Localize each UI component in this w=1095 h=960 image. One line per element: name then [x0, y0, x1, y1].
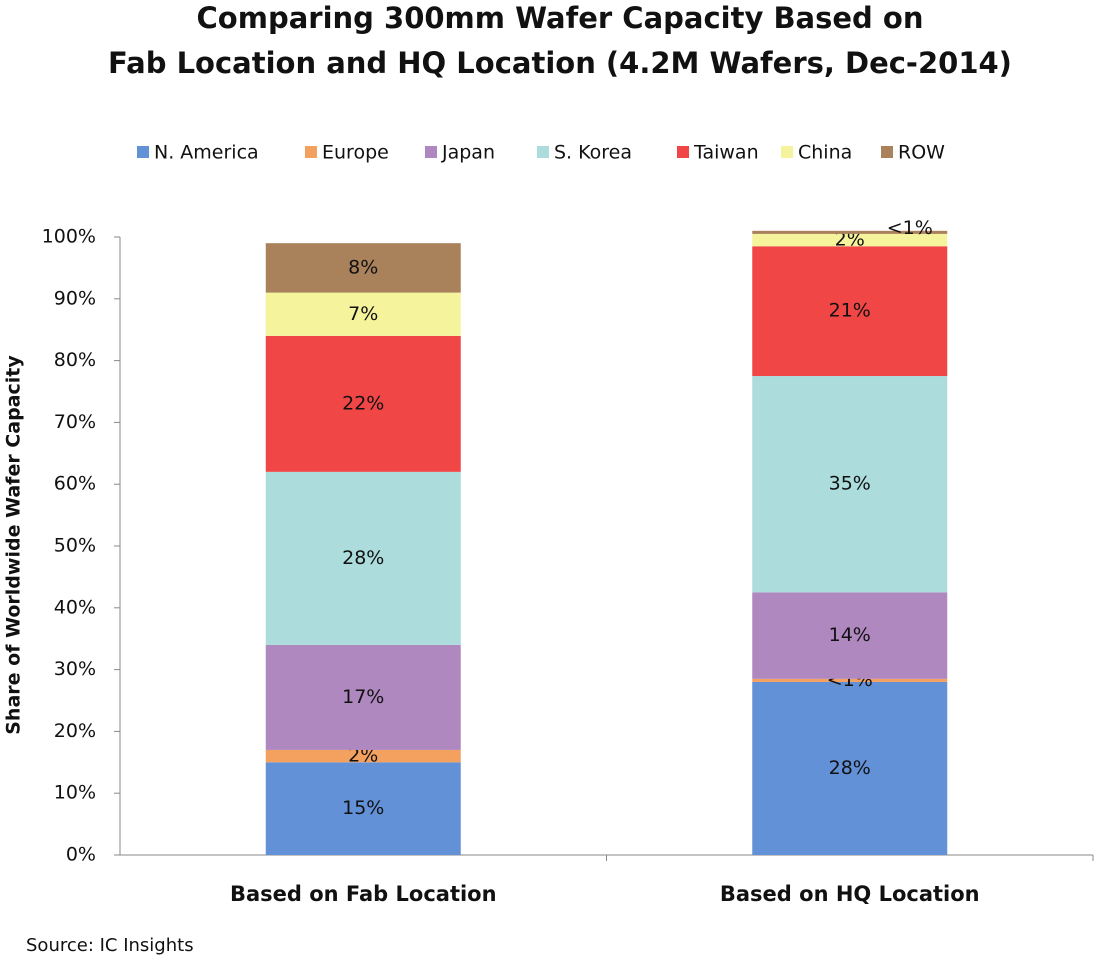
- legend-label: N. America: [154, 142, 259, 164]
- y-tick-label: 90%: [54, 287, 96, 309]
- bar-segment: [752, 233, 948, 247]
- y-tick-label: 30%: [54, 658, 96, 680]
- data-label: 17%: [342, 686, 384, 708]
- y-tick-label: 80%: [54, 349, 96, 371]
- legend-swatch: [425, 146, 437, 158]
- y-tick-label: 100%: [42, 226, 96, 248]
- bar-segment: [265, 749, 461, 763]
- bar-segment: [752, 376, 948, 593]
- data-label: 8%: [348, 256, 378, 278]
- data-label: 2%: [348, 745, 378, 767]
- data-label: 15%: [342, 797, 384, 819]
- legend-swatch: [305, 146, 317, 158]
- y-tick-label: 50%: [54, 535, 96, 557]
- legend-label: Europe: [322, 142, 389, 164]
- bar-segment: [752, 681, 948, 855]
- bar-segment: [265, 471, 461, 645]
- legend-label: S. Korea: [554, 142, 632, 164]
- x-tick-label: Based on HQ Location: [720, 882, 980, 906]
- legend-label: ROW: [898, 142, 945, 164]
- data-label: 14%: [829, 624, 871, 646]
- chart-title: Comparing 300mm Wafer Capacity Based on: [197, 1, 924, 35]
- legend-swatch: [881, 146, 893, 158]
- legend-swatch: [537, 146, 549, 158]
- bar-segment: [752, 246, 948, 377]
- data-label: 28%: [829, 757, 871, 779]
- bar-segment: [752, 678, 948, 682]
- x-tick-label: Based on Fab Location: [230, 882, 497, 906]
- data-label: 7%: [348, 303, 378, 325]
- legend-label: Japan: [441, 142, 495, 164]
- data-label: 22%: [342, 392, 384, 414]
- bar-segment: [265, 644, 461, 750]
- y-tick-label: 60%: [54, 473, 96, 495]
- y-tick-label: 40%: [54, 596, 96, 618]
- source: Source: IC Insights: [26, 935, 194, 956]
- bar-segment: [265, 762, 461, 855]
- legend-label: China: [798, 142, 852, 164]
- y-axis-label: Share of Worldwide Wafer Capacity: [3, 355, 25, 735]
- legend-label: Taiwan: [693, 142, 759, 164]
- legend-swatch: [677, 146, 689, 158]
- y-tick-label: 20%: [54, 720, 96, 742]
- bar-segment: [752, 230, 948, 234]
- legend-swatch: [781, 146, 793, 158]
- data-label: 21%: [829, 300, 871, 322]
- y-tick-label: 0%: [66, 844, 96, 866]
- bar-segment: [265, 243, 461, 293]
- data-label: 2%: [835, 229, 865, 251]
- data-label: <1%: [887, 217, 933, 239]
- y-tick-label: 10%: [54, 782, 96, 804]
- bar-segment: [265, 292, 461, 336]
- data-label: 28%: [342, 547, 384, 569]
- bar-segment: [265, 335, 461, 472]
- legend-swatch: [137, 146, 149, 158]
- bar-segment: [752, 592, 948, 679]
- chart-title: Fab Location and HQ Location (4.2M Wafer…: [108, 46, 1012, 80]
- data-label: 35%: [829, 473, 871, 495]
- y-tick-label: 70%: [54, 411, 96, 433]
